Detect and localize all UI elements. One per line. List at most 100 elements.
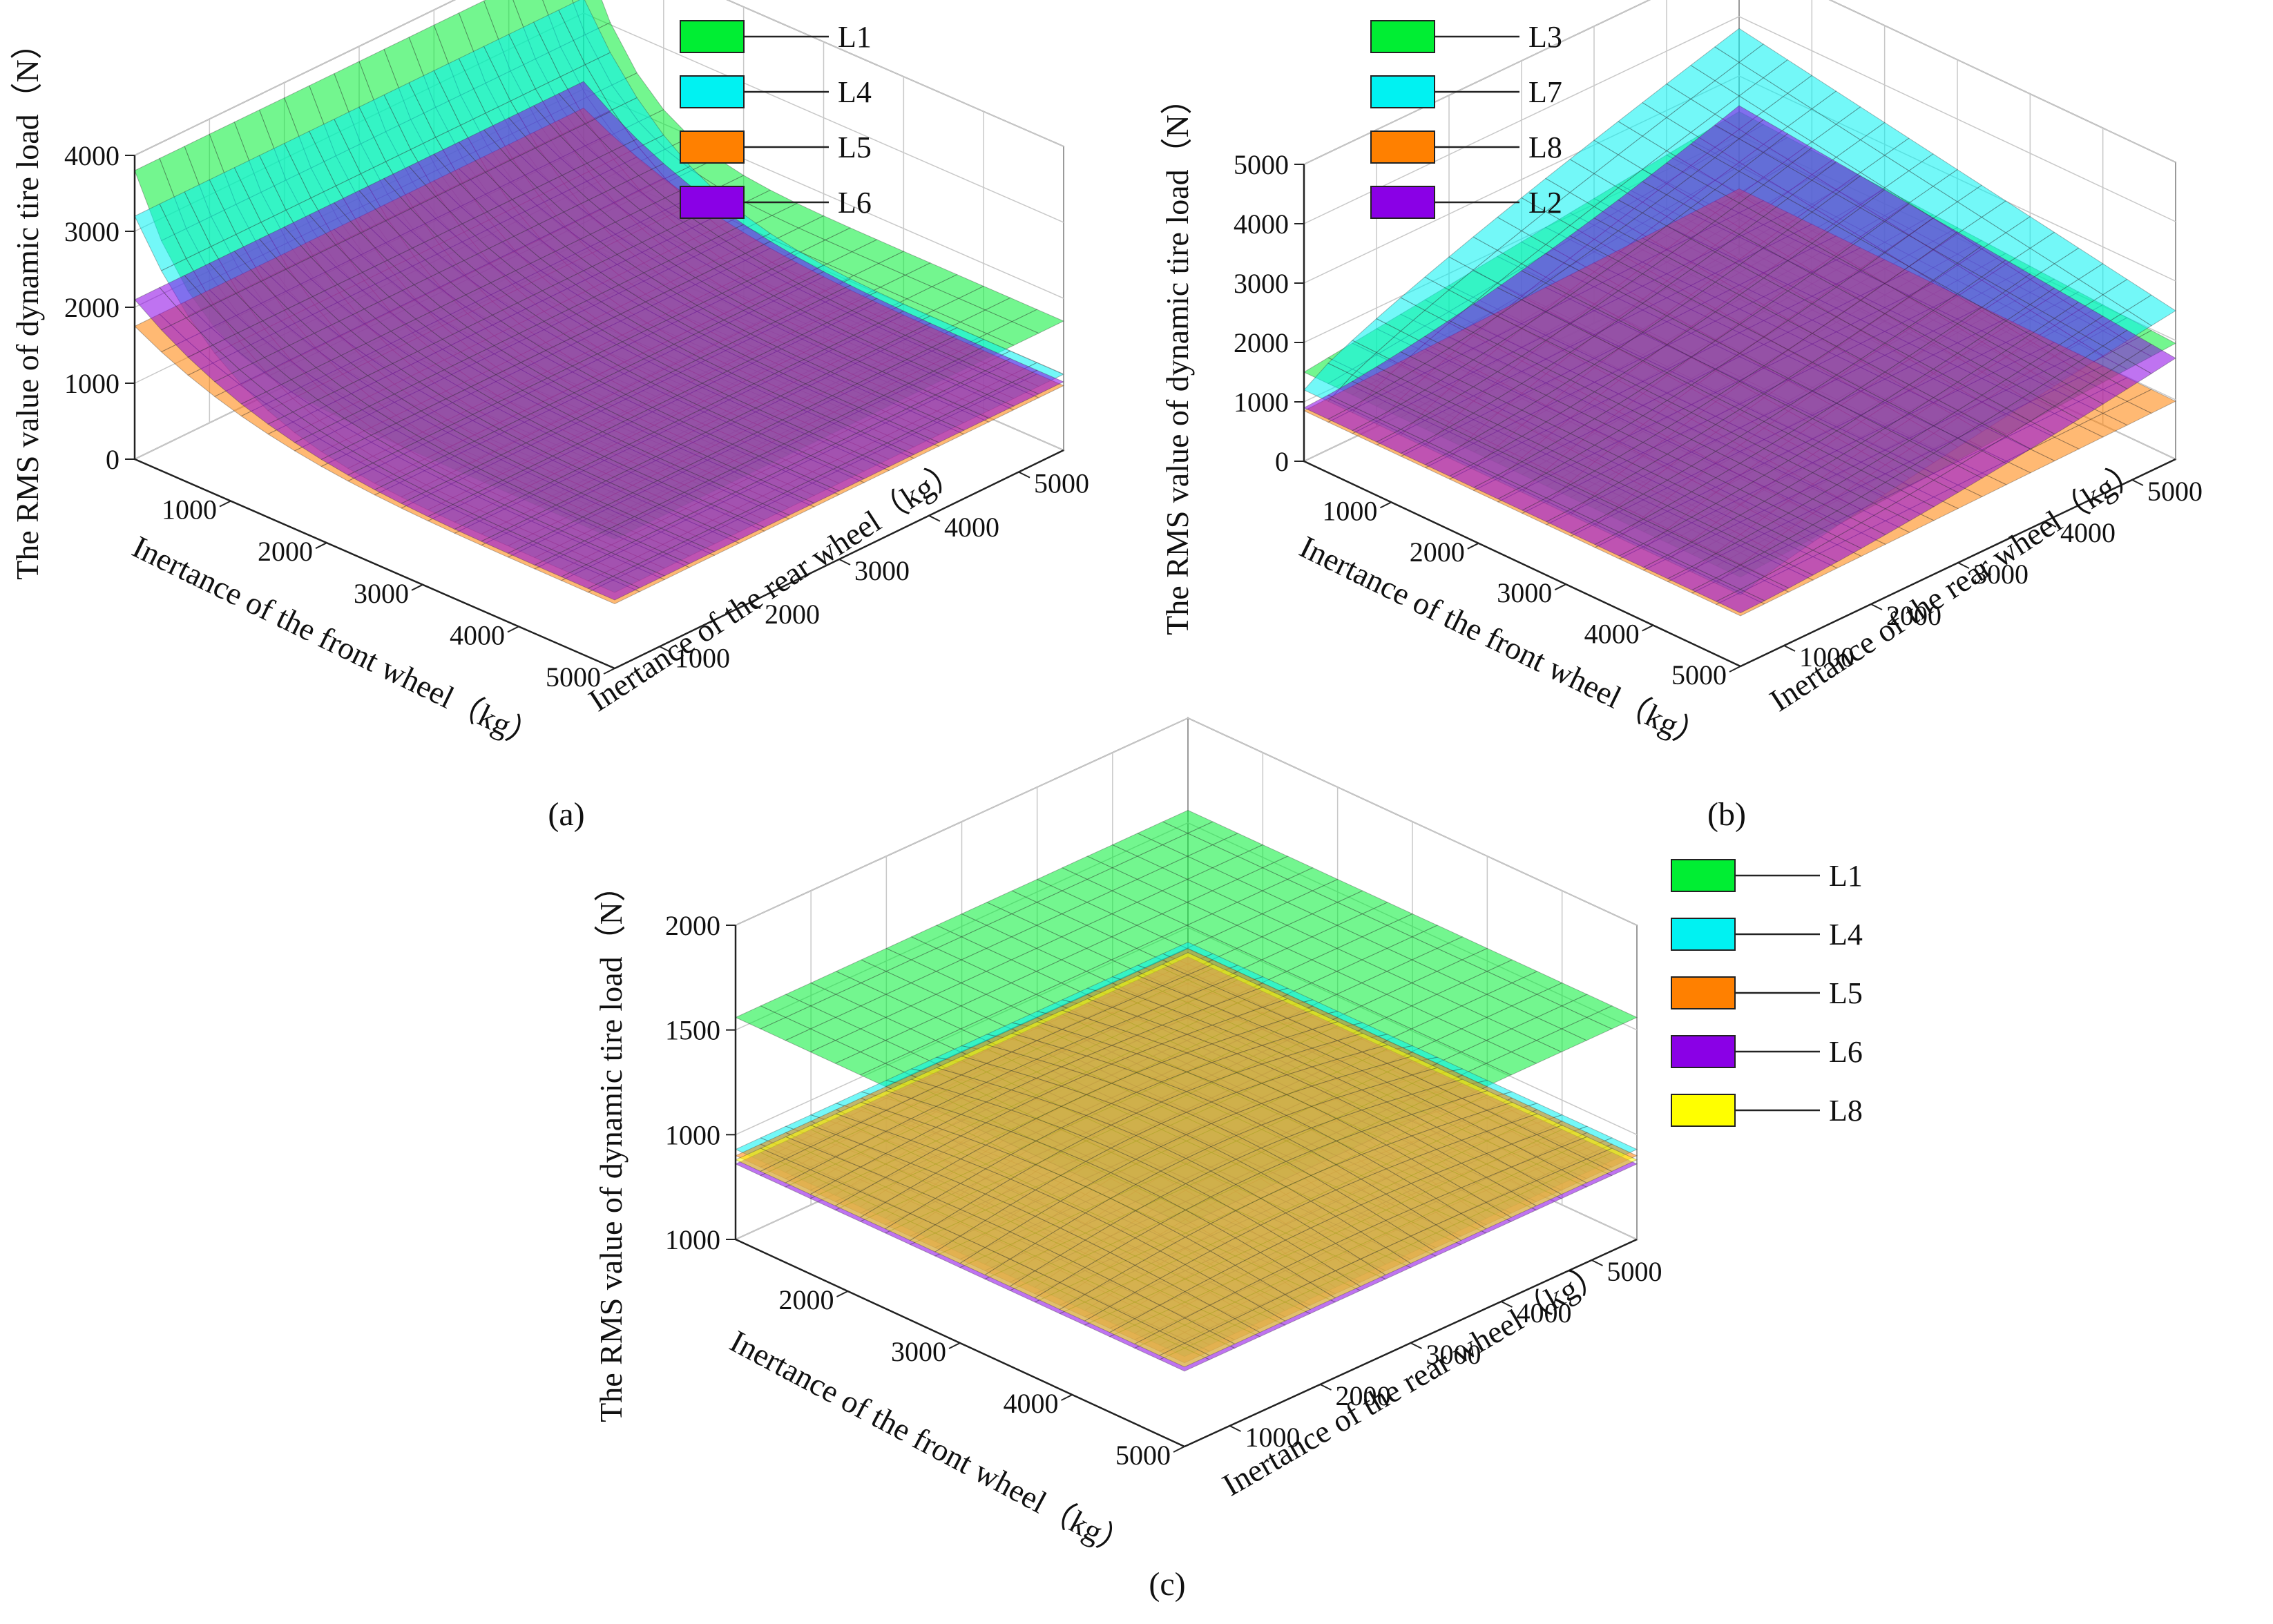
panel-b-chart: 0 1000 2000 3000 4000 5000 1000 2000 3000 4000 500… [1160,0,2203,833]
z-tick-label: 1000 [64,368,119,399]
legend-label: L5 [1829,976,1863,1010]
legend-label: L6 [1829,1035,1863,1069]
y-tick-label: 2000 [765,599,820,630]
legend-swatch [1370,130,1435,164]
legend-label: L3 [1528,20,1562,54]
x-tick-label: 4000 [1584,619,1640,650]
y-tick-mark [928,514,941,522]
panel-caption: (c) [1149,1566,1185,1603]
y-tick-mark [2044,521,2057,528]
z-tick-label: 2000 [64,292,119,323]
legend-swatch [1370,186,1435,219]
y-tick-label: 1000 [1799,641,1854,673]
y-tick-mark [1018,471,1030,478]
x-tick-mark [1379,501,1392,509]
surface-cell [1586,1148,1638,1172]
legend-swatch [1370,75,1435,108]
y-tick-mark [1957,562,1970,569]
x-axis-line [134,458,615,670]
x-tick-mark [603,668,615,675]
legend-label: L7 [1528,75,1562,109]
legend-item-L8: L8 [1370,130,1562,164]
legend-swatch [680,20,745,53]
x-tick-label: 3000 [1497,577,1552,608]
surface-cell [2126,389,2177,414]
y-tick-label: 5000 [2147,476,2203,507]
tick-labels: 0 1000 2000 3000 4000 1000 2000 3000 4000 5000 100… [64,140,1089,693]
z-tick-label: 0 [1275,446,1289,477]
tick-labels: 0 1000 2000 3000 4000 5000 1000 2000 3000 4000 500… [1234,149,2203,690]
y-tick-label: 3000 [1426,1339,1481,1370]
legend-label: L5 [838,130,872,164]
x-tick-mark [411,583,423,591]
x-tick-label: 3000 [891,1336,946,1367]
panel-caption: (b) [1707,796,1746,833]
x-tick-mark [1642,624,1654,632]
legend-label: L8 [1528,130,1562,164]
y-tick-mark [1501,1301,1513,1308]
surfaces [1303,28,2177,617]
legend-label: L4 [1829,918,1863,951]
x-tick-mark [1729,666,1741,673]
x-tick-label: 4000 [1004,1388,1059,1419]
tick-labels: 1000 1000 1500 2000 2000 3000 4000 5000 1000 2000… [665,910,1662,1471]
legend-label: L2 [1528,186,1562,220]
legend-swatch [1671,859,1736,892]
y-tick-mark [659,646,671,653]
legend-label: L1 [1829,859,1863,893]
y-tick-mark [1870,603,1883,610]
x-tick-label: 3000 [354,578,409,609]
wall-grid-line [1303,16,2176,224]
legend-item-L7: L7 [1370,75,1562,109]
surface-cell [1586,1005,1638,1030]
y-tick-label: 1000 [1245,1422,1301,1453]
legend-label: L6 [838,186,872,220]
x-tick-mark [1061,1394,1073,1401]
x-tick-label: 4000 [450,619,505,650]
legend-item-L4: L4 [1671,918,1863,951]
y-tick-mark [838,559,851,566]
surface-L2 [1303,105,2176,614]
x-tick-label: 2000 [1410,536,1465,568]
x-tick-label: 5000 [1115,1440,1171,1471]
z-tick-label: 2000 [665,910,720,941]
wall-grid-line [134,0,1064,156]
z-axis-label: The RMS value of dynamic tire load（N） [10,28,45,580]
legend-swatch [1671,918,1736,951]
y-tick-label: 2000 [1886,600,1941,631]
wall-grid-line [1303,0,2176,165]
legend-swatch [680,75,745,108]
surfaces [734,809,1638,1372]
y-tick-label: 5000 [1607,1256,1662,1287]
z-tick-label: 1000 [1234,387,1289,418]
y-tick-mark [1229,1425,1241,1432]
x-tick-mark [1467,542,1479,550]
z-tick-label: 3000 [1234,268,1289,299]
legend-item-L4: L4 [680,75,872,109]
surface-cell [2126,343,2176,374]
panel-caption: (a) [548,796,584,833]
x-axis-line [1303,460,1741,668]
x-tick-label: 2000 [779,1284,834,1315]
surface-cell [1011,309,1065,334]
legend-item-L6: L6 [680,186,872,220]
x-tick-mark [1554,583,1566,591]
legend-item-L1: L1 [680,20,872,54]
y-tick-label: 1000 [675,642,730,673]
panel-a-chart: 0 1000 2000 3000 4000 1000 2000 3000 4000 5000 100… [10,0,1089,833]
legend-swatch [1370,20,1435,53]
x-tick-mark [219,500,231,508]
z-tick-label: 2000 [1234,327,1289,358]
legend-item-L1: L1 [1671,859,1863,893]
legend: L3 L7 L8 L2 [1370,20,1562,220]
z-tick-label: 1000 [665,1119,720,1150]
legend-item-L2: L2 [1370,186,1562,220]
panel-c-chart: 1000 1000 1500 2000 2000 3000 4000 5000 1000 2000… [593,717,1863,1603]
x-tick-label: 5000 [546,661,601,693]
legend-item-L6: L6 [1671,1035,1863,1069]
z-tick-label: 4000 [1234,209,1289,240]
x-tick-label: 1000 [1322,495,1377,526]
x-tick-mark [315,542,327,550]
legend-swatch [1671,976,1736,1009]
